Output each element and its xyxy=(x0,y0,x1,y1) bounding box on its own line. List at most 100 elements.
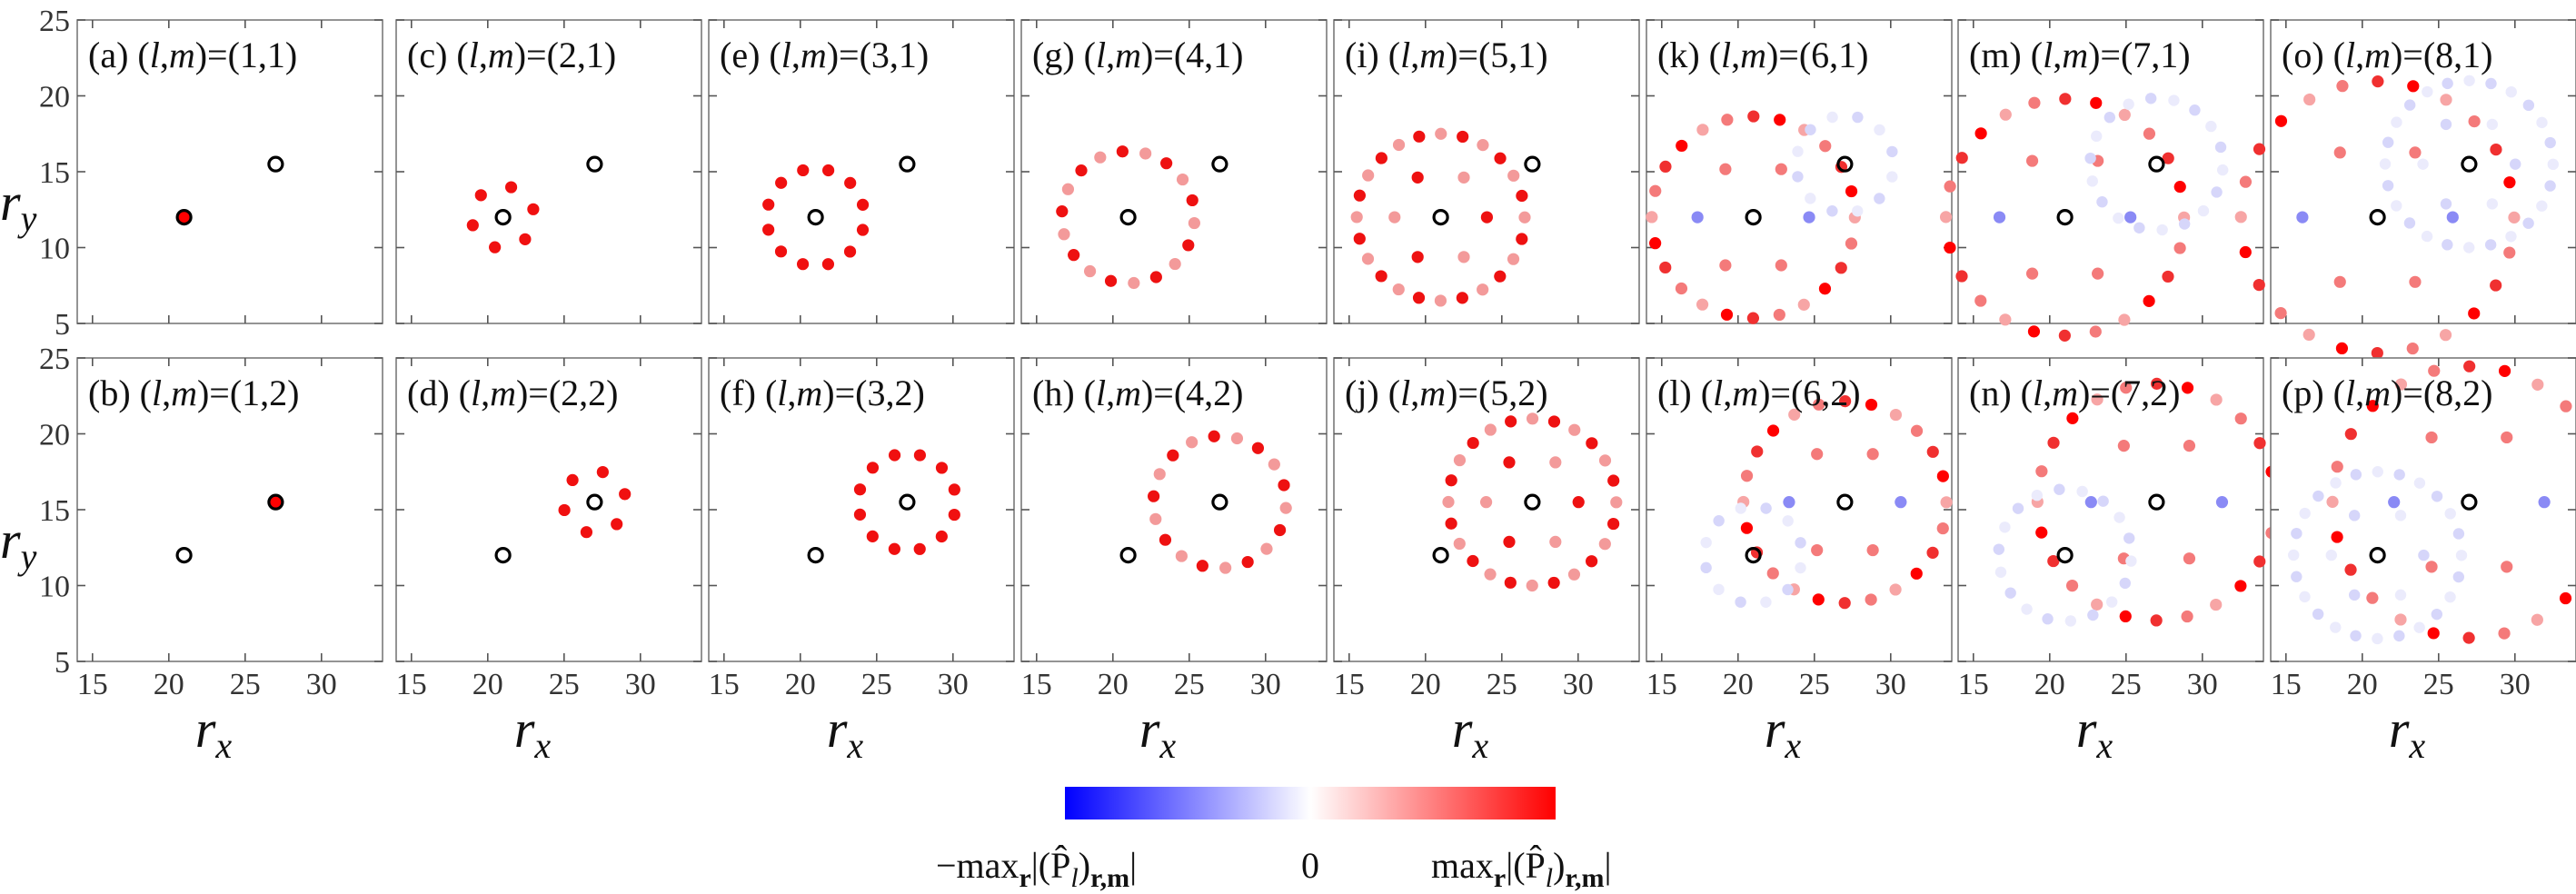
site-dot xyxy=(2173,181,2186,194)
faint-site-dot xyxy=(2510,158,2521,170)
site-dot xyxy=(2559,591,2572,605)
panel-a: 5 10 15 20 25 (a) (l,m)=(1,1) xyxy=(39,5,383,342)
center-marker xyxy=(1119,546,1137,564)
panel-frame xyxy=(1020,19,1328,324)
panel-title: (d) (l,m)=(2,2) xyxy=(407,372,619,413)
panel-e: (e) (l,m)=(3,1) xyxy=(708,19,1015,324)
site-dot xyxy=(2162,152,2174,164)
site-dot xyxy=(1058,228,1070,241)
site-dot xyxy=(1845,237,1858,250)
center-marker xyxy=(1524,493,1541,511)
site-dot xyxy=(821,258,835,271)
site-dot xyxy=(2394,613,2407,626)
site-dot xyxy=(2047,554,2060,568)
site-dot xyxy=(1279,502,1292,514)
x-axis-label: rx xyxy=(827,700,864,766)
site-dot xyxy=(1889,408,1903,422)
faint-site-dot xyxy=(2413,621,2425,633)
panel-b: 15 20 25 30 5 10 15 20 25 (b) (l,m)=(1,2) xyxy=(39,343,383,701)
x-tick-label: 25 xyxy=(861,668,892,701)
site-dot xyxy=(1477,283,1489,296)
faint-site-dot xyxy=(2421,230,2433,243)
faint-site-dot xyxy=(2086,175,2098,187)
site-dot xyxy=(2425,561,2438,573)
site-dot xyxy=(1819,140,1832,153)
faint-site-dot xyxy=(2216,164,2229,176)
y-tick-label: 15 xyxy=(39,494,70,528)
x-tick-label: 15 xyxy=(1021,668,1052,701)
x-tick-label: 25 xyxy=(2423,668,2454,701)
x-tick-label: 30 xyxy=(1250,668,1281,701)
panel-c: (c) (l,m)=(2,1) xyxy=(395,19,702,324)
site-dot xyxy=(1182,239,1195,252)
site-dot xyxy=(1607,517,1620,531)
axis-labels: ry ry rx rx rx rx rx rx rx rx xyxy=(0,173,2425,766)
site-dot xyxy=(1955,270,1968,283)
site-dot xyxy=(1974,294,1987,307)
center-marker xyxy=(1836,493,1854,511)
site-dot xyxy=(268,495,283,510)
site-dot xyxy=(2253,143,2266,155)
faint-site-dot xyxy=(1760,502,1772,514)
site-dot xyxy=(1116,145,1129,158)
site-dot xyxy=(1480,211,1494,224)
site-dot xyxy=(1936,522,1949,535)
site-dot xyxy=(1835,262,1847,274)
site-dot xyxy=(1747,110,1760,123)
site-dot xyxy=(2025,267,2039,280)
site-dot xyxy=(1139,147,1152,160)
site-dot xyxy=(2468,115,2481,128)
site-dot xyxy=(1549,456,1562,469)
faint-site-dot xyxy=(2536,200,2548,212)
site-dot xyxy=(566,473,579,486)
faint-site-dot xyxy=(2440,198,2452,210)
site-dot xyxy=(2065,579,2079,592)
faint-site-dot xyxy=(1994,566,2007,578)
site-dot xyxy=(2498,627,2511,640)
faint-site-dot xyxy=(1735,596,1746,608)
site-dot xyxy=(2143,294,2155,307)
panel-frame xyxy=(395,357,702,662)
site-dot xyxy=(2239,245,2252,259)
site-dot xyxy=(2531,613,2543,626)
site-dot xyxy=(2210,598,2223,611)
faint-site-dot xyxy=(2091,130,2103,143)
x-axis-label: rx xyxy=(2076,700,2114,766)
faint-site-dot xyxy=(2485,77,2497,90)
site-dot xyxy=(1188,216,1200,230)
x-tick-label: 25 xyxy=(230,668,261,701)
site-dot xyxy=(2440,94,2452,106)
faint-site-dot xyxy=(2403,217,2416,229)
panel-title: (o) (l,m)=(8,1) xyxy=(2282,35,2493,75)
panel-title: (k) (l,m)=(6,1) xyxy=(1657,35,1869,75)
panel-j: 15 20 25 30 (j) (l,m)=(5,2) xyxy=(1333,357,1640,701)
site-dot xyxy=(797,164,810,177)
site-dot xyxy=(1766,567,1779,580)
site-dot xyxy=(1866,448,1879,461)
site-dot xyxy=(558,503,571,517)
site-dot xyxy=(2302,328,2315,342)
panel-title: (b) (l,m)=(1,2) xyxy=(88,372,300,413)
faint-site-dot xyxy=(1735,502,1746,514)
faint-site-dot xyxy=(2312,608,2324,621)
site-dot xyxy=(2181,382,2194,394)
site-dot xyxy=(1866,543,1879,557)
site-dot xyxy=(2463,360,2476,372)
site-dot xyxy=(1505,415,1517,428)
faint-site-dot xyxy=(1874,193,1885,204)
panel-frame xyxy=(1957,19,2264,324)
faint-site-dot xyxy=(2544,136,2556,149)
site-dot xyxy=(913,449,927,462)
site-dot xyxy=(1547,415,1561,428)
site-dot xyxy=(866,530,879,542)
center-marker xyxy=(807,209,824,226)
site-dot xyxy=(1865,398,1878,412)
faint-site-dot xyxy=(2123,98,2134,110)
panel-title: (e) (l,m)=(3,1) xyxy=(720,35,929,75)
y-tick-label: 5 xyxy=(55,308,70,342)
site-dot xyxy=(1586,555,1598,568)
site-dot xyxy=(1094,151,1107,164)
faint-site-dot xyxy=(2393,630,2405,642)
site-dot xyxy=(2406,342,2419,355)
site-dot xyxy=(177,210,192,224)
